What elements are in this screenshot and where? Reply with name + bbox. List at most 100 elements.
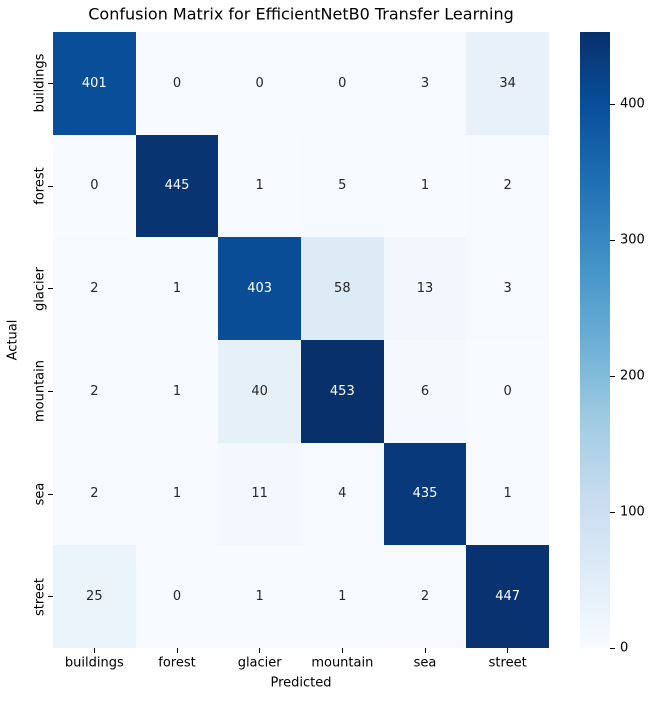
cell-value: 34: [499, 75, 516, 91]
cell-value: 1: [172, 486, 182, 502]
cell-value: 1: [172, 281, 182, 297]
heatmap-grid: 401 0 0 0 3 34 0 445 1 5 1 2 2 1 403 58 13 3 2 1 40 453 6 0 2 1 11…: [53, 32, 549, 648]
cell-value: 2: [90, 281, 99, 297]
cell-value: 453: [329, 383, 355, 399]
cell-value: 1: [338, 589, 347, 605]
x-tick-mark: [259, 648, 261, 653]
y-tick-label-forest: forest: [32, 167, 48, 205]
heatmap-cell-buildings-buildings: 401: [53, 32, 136, 135]
x-tick-label-forest: forest: [158, 655, 196, 671]
heatmap-cell-glacier-forest: 1: [135, 237, 219, 340]
heatmap-cell-sea-glacier: 11: [218, 442, 301, 546]
heatmap-cell-street-glacier: 1: [218, 545, 301, 648]
cell-value: 2: [90, 383, 99, 399]
heatmap-cell-sea-mountain: 4: [300, 442, 384, 546]
heatmap-cell-forest-sea: 1: [383, 134, 467, 238]
cell-value: 58: [334, 281, 351, 297]
colorbar-tick-label-100: 100: [620, 504, 645, 520]
heatmap-cell-street-forest: 0: [135, 545, 219, 648]
cell-value: 401: [81, 75, 107, 91]
colorbar-tick-mark: [610, 239, 615, 241]
heatmap-cell-forest-forest: 445: [135, 134, 219, 238]
heatmap-cell-mountain-buildings: 2: [53, 339, 136, 443]
heatmap-cell-street-street: 447: [466, 545, 549, 648]
cell-value: 11: [251, 486, 268, 502]
heatmap-cell-forest-glacier: 1: [218, 134, 301, 238]
y-tick-mark: [48, 493, 53, 495]
heatmap-cell-street-buildings: 25: [53, 545, 136, 648]
heatmap-cell-buildings-sea: 3: [383, 32, 467, 135]
cell-value: 1: [420, 178, 430, 194]
x-tick-label-buildings: buildings: [64, 655, 124, 671]
x-tick-mark: [93, 648, 95, 653]
x-tick-mark: [424, 648, 426, 653]
y-tick-mark: [48, 390, 53, 392]
y-axis-label: Actual: [5, 319, 21, 361]
colorbar-tick-label-400: 400: [620, 96, 645, 112]
heatmap-cell-buildings-mountain: 0: [300, 32, 384, 135]
x-tick-mark: [176, 648, 178, 653]
x-tick-mark: [507, 648, 509, 653]
y-tick-mark: [48, 82, 53, 84]
heatmap-cell-glacier-glacier: 403: [218, 237, 301, 340]
cell-value: 0: [90, 178, 99, 194]
x-tick-label-mountain: mountain: [311, 655, 374, 671]
cell-value: 13: [416, 281, 434, 297]
heatmap-cell-forest-mountain: 5: [300, 134, 384, 238]
heatmap-cell-mountain-forest: 1: [135, 339, 219, 443]
cell-value: 445: [164, 178, 190, 194]
heatmap-cell-sea-street: 1: [466, 442, 549, 546]
cell-value: 0: [338, 75, 347, 91]
heatmap-cell-glacier-buildings: 2: [53, 237, 136, 340]
colorbar-tick-mark: [610, 103, 615, 105]
heatmap-cell-glacier-mountain: 58: [300, 237, 384, 340]
cell-value: 435: [412, 486, 438, 502]
cell-value: 2: [90, 486, 99, 502]
y-tick-label-glacier: glacier: [32, 266, 48, 311]
y-tick-label-mountain: mountain: [32, 360, 48, 423]
heatmap-cell-forest-street: 2: [466, 134, 549, 238]
heatmap-cell-buildings-forest: 0: [135, 32, 219, 135]
chart-title: Confusion Matrix for EfficientNetB0 Tran…: [88, 4, 514, 24]
cell-value: 1: [255, 178, 264, 194]
cell-value: 6: [420, 383, 430, 399]
colorbar-tick-mark: [610, 647, 615, 649]
heatmap-cell-mountain-street: 0: [466, 339, 549, 443]
heatmap-cell-mountain-glacier: 40: [218, 339, 301, 443]
y-tick-label-buildings: buildings: [32, 53, 48, 113]
cell-value: 4: [338, 486, 347, 502]
x-tick-mark: [341, 648, 343, 653]
colorbar-tick-label-0: 0: [620, 640, 629, 656]
x-tick-label-street: street: [488, 655, 527, 671]
y-tick-mark: [48, 596, 53, 598]
cell-value: 25: [86, 589, 103, 605]
cell-value: 2: [503, 178, 512, 194]
cell-value: 3: [503, 281, 512, 297]
heatmap-cell-street-sea: 2: [383, 545, 467, 648]
heatmap-cell-sea-sea: 435: [383, 442, 467, 546]
colorbar-tick-mark: [610, 375, 615, 377]
heatmap-cell-sea-buildings: 2: [53, 442, 136, 546]
cell-value: 3: [420, 75, 430, 91]
cell-value: 40: [251, 383, 268, 399]
cell-value: 5: [338, 178, 347, 194]
y-tick-label-street: street: [32, 577, 48, 616]
heatmap-cell-buildings-glacier: 0: [218, 32, 301, 135]
cell-value: 1: [172, 383, 182, 399]
heatmap-cell-glacier-sea: 13: [383, 237, 467, 340]
y-tick-mark: [48, 288, 53, 290]
cell-value: 0: [255, 75, 264, 91]
x-tick-label-glacier: glacier: [237, 655, 282, 671]
heatmap-cell-forest-buildings: 0: [53, 134, 136, 238]
x-axis-label: Predicted: [270, 675, 332, 691]
x-tick-label-sea: sea: [413, 655, 437, 671]
cell-value: 0: [503, 383, 512, 399]
y-tick-mark: [48, 185, 53, 187]
colorbar: [580, 32, 610, 648]
heatmap-cell-buildings-street: 34: [466, 32, 549, 135]
cell-value: 0: [172, 75, 182, 91]
heatmap-cell-mountain-sea: 6: [383, 339, 467, 443]
heatmap-cell-street-mountain: 1: [300, 545, 384, 648]
cell-value: 447: [495, 589, 521, 605]
